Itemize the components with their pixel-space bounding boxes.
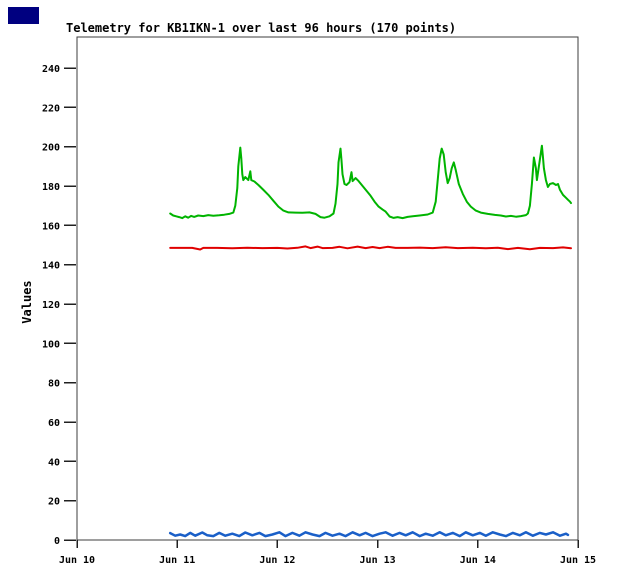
corner-navy-box: [8, 7, 39, 24]
y-tick-label: 240: [42, 64, 60, 75]
x-tick-label: Jun 15: [560, 555, 596, 566]
y-axis-label: Values: [20, 280, 34, 323]
red-channel-line: [169, 245, 572, 251]
x-tick-label: Jun 13: [360, 555, 396, 566]
y-tick-label: 100: [42, 339, 60, 350]
x-tick-label: Jun 11: [159, 555, 195, 566]
y-tick-label: 120: [42, 300, 60, 311]
x-tick-label: Jun 10: [59, 555, 95, 566]
blue-channel-line: [168, 531, 570, 538]
plot-border: [76, 36, 579, 541]
x-tick-label: Jun 14: [460, 555, 496, 566]
x-tick-label: Jun 12: [259, 555, 295, 566]
y-tick-label: 80: [48, 379, 60, 390]
y-tick-label: 180: [42, 182, 60, 193]
y-tick-label: 60: [48, 418, 60, 429]
chart-title: Telemetry for KB1IKN-1 over last 96 hour…: [66, 21, 456, 35]
y-tick-label: 0: [54, 536, 60, 547]
y-tick-label: 20: [48, 497, 60, 508]
y-tick-label: 160: [42, 221, 60, 232]
y-tick-label: 40: [48, 457, 60, 468]
y-tick-label: 200: [42, 143, 60, 154]
plot-area: 0 20 40 60 80 100 120 140 160 180 200 220 240 Jun 10 J…: [42, 36, 596, 566]
y-tick-label: 220: [42, 103, 60, 114]
y-tick-label: 140: [42, 261, 60, 272]
green-channel-line: [169, 144, 572, 220]
